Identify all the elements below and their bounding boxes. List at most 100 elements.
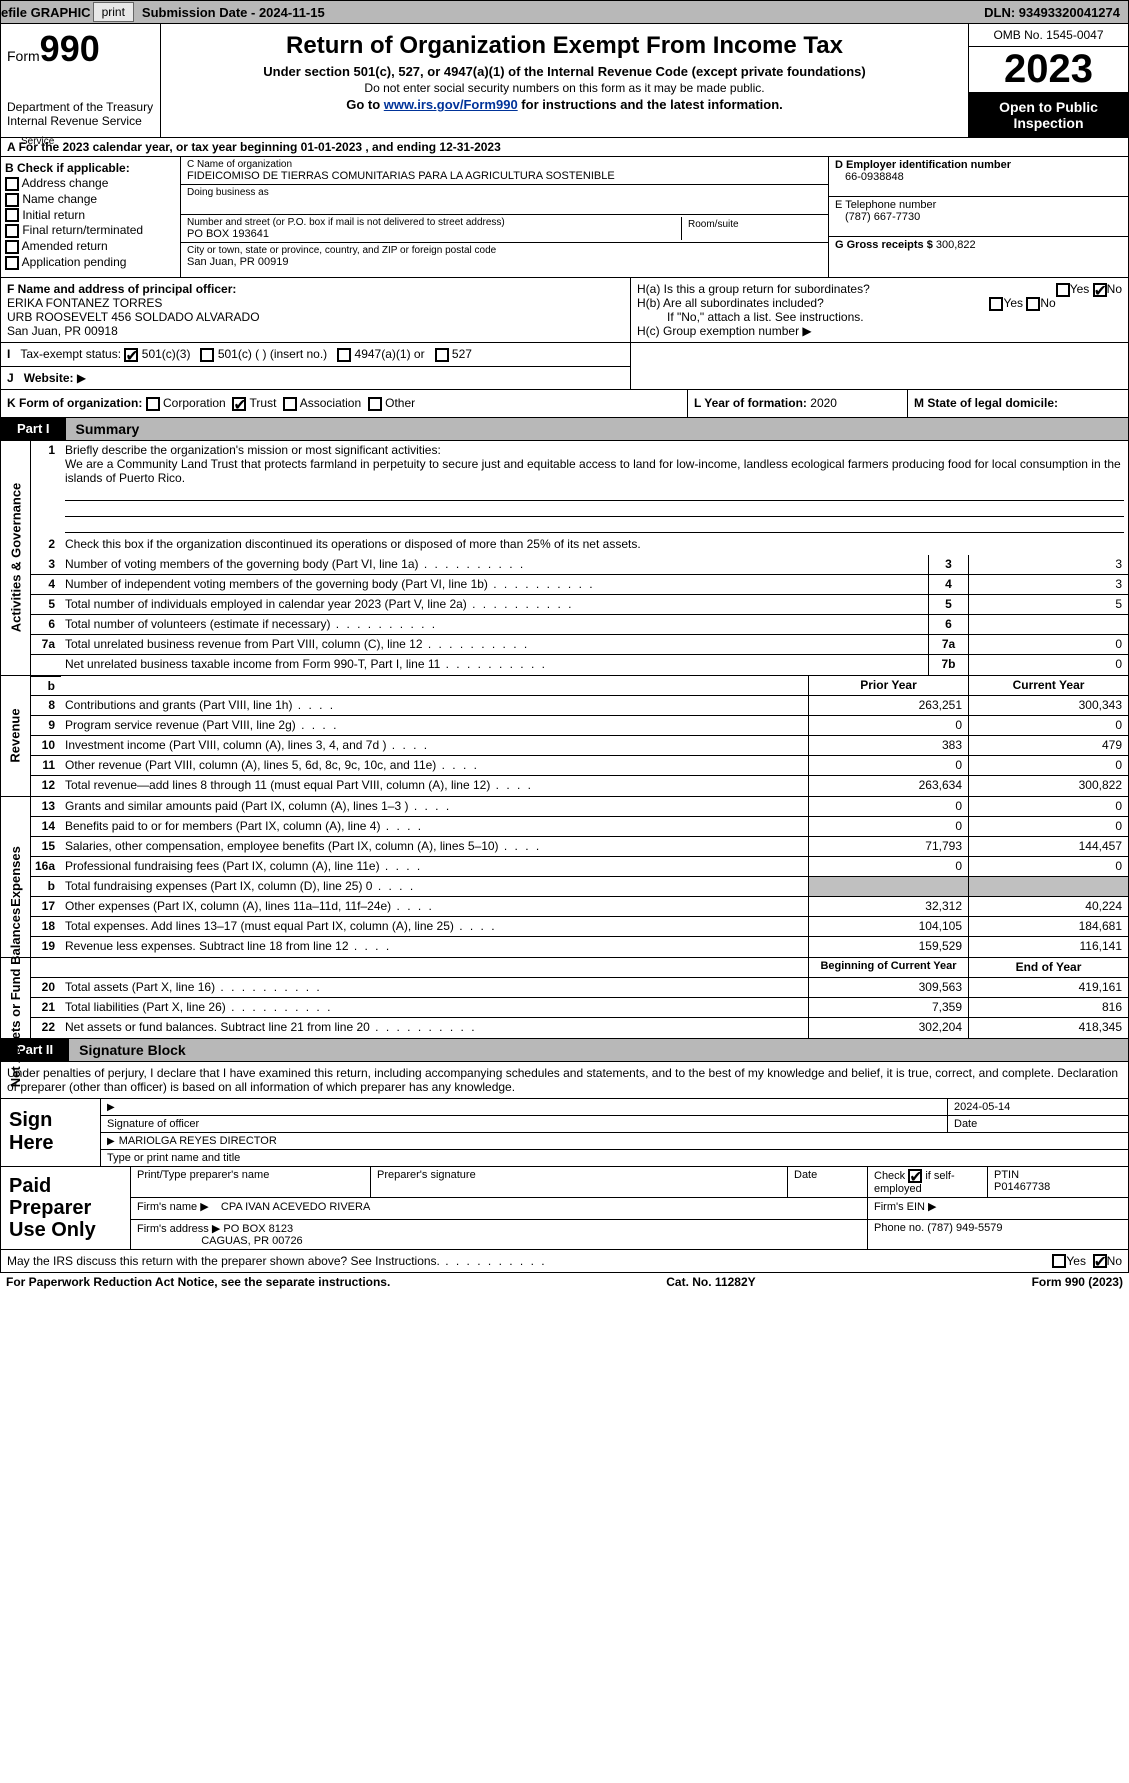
paid-body: Print/Type preparer's name Preparer's si…: [131, 1167, 1128, 1249]
room-hdr: Room/suite: [688, 219, 816, 230]
form-num: 990: [40, 28, 100, 69]
section-bcde: B Check if applicable: Address change Na…: [0, 157, 1129, 278]
rev-row: 11Other revenue (Part VIII, column (A), …: [31, 756, 1128, 776]
k-label: K Form of organization:: [7, 396, 142, 410]
officer-name: ERIKA FONTANEZ TORRES: [7, 296, 162, 310]
chk-address-change[interactable]: Address change: [5, 176, 176, 191]
line2-text: Check this box if the organization disco…: [65, 537, 641, 551]
topbar: efile GRAPHIC print Submission Date - 20…: [0, 0, 1129, 24]
form-sub1: Under section 501(c), 527, or 4947(a)(1)…: [169, 64, 960, 79]
hb-yes-chk[interactable]: [989, 297, 1003, 311]
exp-row: 18Total expenses. Add lines 13–17 (must …: [31, 917, 1128, 937]
ha-label: H(a) Is this a group return for subordin…: [637, 282, 870, 296]
ptin-cell: PTIN P01467738: [988, 1167, 1128, 1197]
gross-hdr: G Gross receipts $: [835, 239, 933, 251]
discuss-no-chk[interactable]: [1093, 1254, 1107, 1268]
paid-hdr-line: Print/Type preparer's name Preparer's si…: [131, 1167, 1128, 1198]
row-j: J Website: ▶: [1, 367, 630, 389]
chk-amended-return[interactable]: Amended return: [5, 239, 176, 254]
paid-preparer-block: Paid Preparer Use Only Print/Type prepar…: [0, 1167, 1129, 1250]
chk-name-change[interactable]: Name change: [5, 192, 176, 207]
firm-phone-hdr: Phone no.: [874, 1222, 924, 1234]
row-ij-right: [631, 343, 1128, 389]
form-number: Form990: [7, 28, 154, 70]
col-c: C Name of organization FIDEICOMISO DE TI…: [181, 157, 828, 277]
discuss-yes-chk[interactable]: [1052, 1254, 1066, 1268]
print-button[interactable]: print: [93, 2, 134, 22]
exp-row: 19Revenue less expenses. Subtract line 1…: [31, 937, 1128, 957]
efile-label: efile GRAPHIC: [1, 5, 91, 20]
chk-corp[interactable]: [146, 397, 160, 411]
part2-title: Signature Block: [69, 1039, 1128, 1061]
chk-application-pending[interactable]: Application pending: [5, 255, 176, 270]
addr-cell: Number and street (or P.O. box if mail i…: [187, 217, 682, 240]
chk-501c[interactable]: [200, 348, 214, 362]
exp-body: 13Grants and similar amounts paid (Part …: [31, 797, 1128, 957]
rev-row: 8Contributions and grants (Part VIII, li…: [31, 696, 1128, 716]
firm-phone-cell: Phone no. (787) 949-5579: [868, 1220, 1128, 1249]
addr-row: Number and street (or P.O. box if mail i…: [181, 215, 828, 243]
firm-ein-cell: Firm's EIN ▶: [868, 1198, 1128, 1219]
header-right: OMB No. 1545-0047 2023 Open to Public In…: [968, 24, 1128, 137]
chk-other[interactable]: [368, 397, 382, 411]
row-l: L Year of formation: 2020: [688, 390, 908, 417]
chk-4947[interactable]: [337, 348, 351, 362]
f-hdr: F Name and address of principal officer:: [7, 282, 236, 296]
chk-initial-return[interactable]: Initial return: [5, 208, 176, 223]
mission-label: Briefly describe the organization's miss…: [65, 443, 441, 457]
room-cell: Room/suite: [682, 217, 822, 240]
chk-trust[interactable]: [232, 397, 246, 411]
ha-no-chk[interactable]: [1093, 283, 1107, 297]
header-mid: Return of Organization Exempt From Incom…: [161, 24, 968, 137]
form-word: Form: [7, 48, 40, 64]
gov-body: 1 Briefly describe the organization's mi…: [31, 441, 1128, 675]
tax-year-range: For the 2023 calendar year, or tax year …: [19, 140, 501, 154]
chk-assoc[interactable]: [283, 397, 297, 411]
form-title: Return of Organization Exempt From Incom…: [169, 28, 960, 64]
ha-row: H(a) Is this a group return for subordin…: [637, 282, 1122, 296]
footer-mid: Cat. No. 11282Y: [666, 1275, 755, 1289]
net-hdr: Beginning of Current Year End of Year: [31, 958, 1128, 978]
chk-527[interactable]: [435, 348, 449, 362]
sig-date-line: 2024-05-14: [101, 1099, 1128, 1116]
m-label: M State of legal domicile:: [914, 396, 1058, 410]
ein-hdr: D Employer identification number: [835, 159, 1122, 171]
firm-name-hdr: Firm's name: [137, 1201, 197, 1213]
hb-no-chk[interactable]: [1026, 297, 1040, 311]
prep-date-hdr: Date: [788, 1167, 868, 1197]
form-sub3: Go to www.irs.gov/Form990 for instructio…: [169, 97, 960, 112]
dba-hdr: Doing business as: [187, 187, 822, 198]
city-hdr: City or town, state or province, country…: [187, 245, 822, 256]
firm-phone-val: (787) 949-5579: [927, 1222, 1002, 1234]
firm-addr-cell: Firm's address ▶ PO BOX 8123 CAGUAS, PR …: [131, 1220, 868, 1249]
gov-row: Net unrelated business taxable income fr…: [31, 655, 1128, 675]
chk-501c3[interactable]: [124, 348, 138, 362]
row-fh: F Name and address of principal officer:…: [0, 278, 1129, 343]
officer-addr1: URB ROOSEVELT 456 SOLDADO ALVARADO: [7, 310, 260, 324]
row-k: K Form of organization: Corporation Trus…: [1, 390, 688, 417]
city-val: San Juan, PR 00919: [187, 256, 822, 268]
chk-final-return[interactable]: Final return/terminated: [5, 223, 176, 238]
sig-intro: Under penalties of perjury, I declare th…: [0, 1062, 1129, 1099]
part1-tag: Part I: [1, 418, 66, 439]
sig-date-hdr: Date: [948, 1116, 1128, 1132]
row-a: Service A For the 2023 calendar year, or…: [0, 138, 1129, 157]
part1-title: Summary: [66, 418, 1128, 440]
gross-val: 300,822: [936, 239, 976, 251]
exp-row: 14Benefits paid to or for members (Part …: [31, 817, 1128, 837]
ha-yes-chk[interactable]: [1056, 283, 1070, 297]
hb-row: H(b) Are all subordinates included? Yes …: [637, 296, 1122, 310]
net-row: 21Total liabilities (Part X, line 26)7,3…: [31, 998, 1128, 1018]
exp-row: 17Other expenses (Part IX, column (A), l…: [31, 897, 1128, 917]
rev-body: b Prior Year Current Year 8Contributions…: [31, 676, 1128, 796]
b-label: B Check if applicable:: [5, 161, 176, 175]
footer-right: Form 990 (2023): [1032, 1275, 1123, 1289]
end-year-hdr: End of Year: [968, 958, 1128, 977]
exp-row: 16aProfessional fundraising fees (Part I…: [31, 857, 1128, 877]
irs-link[interactable]: www.irs.gov/Form990: [384, 97, 518, 112]
goto-post: for instructions and the latest informat…: [518, 97, 783, 112]
i-label: Tax-exempt status:: [20, 347, 121, 361]
self-emp-chk[interactable]: [908, 1169, 922, 1183]
netassets-section: Net Assets or Fund Balances Beginning of…: [0, 958, 1129, 1039]
begin-year-hdr: Beginning of Current Year: [808, 958, 968, 977]
